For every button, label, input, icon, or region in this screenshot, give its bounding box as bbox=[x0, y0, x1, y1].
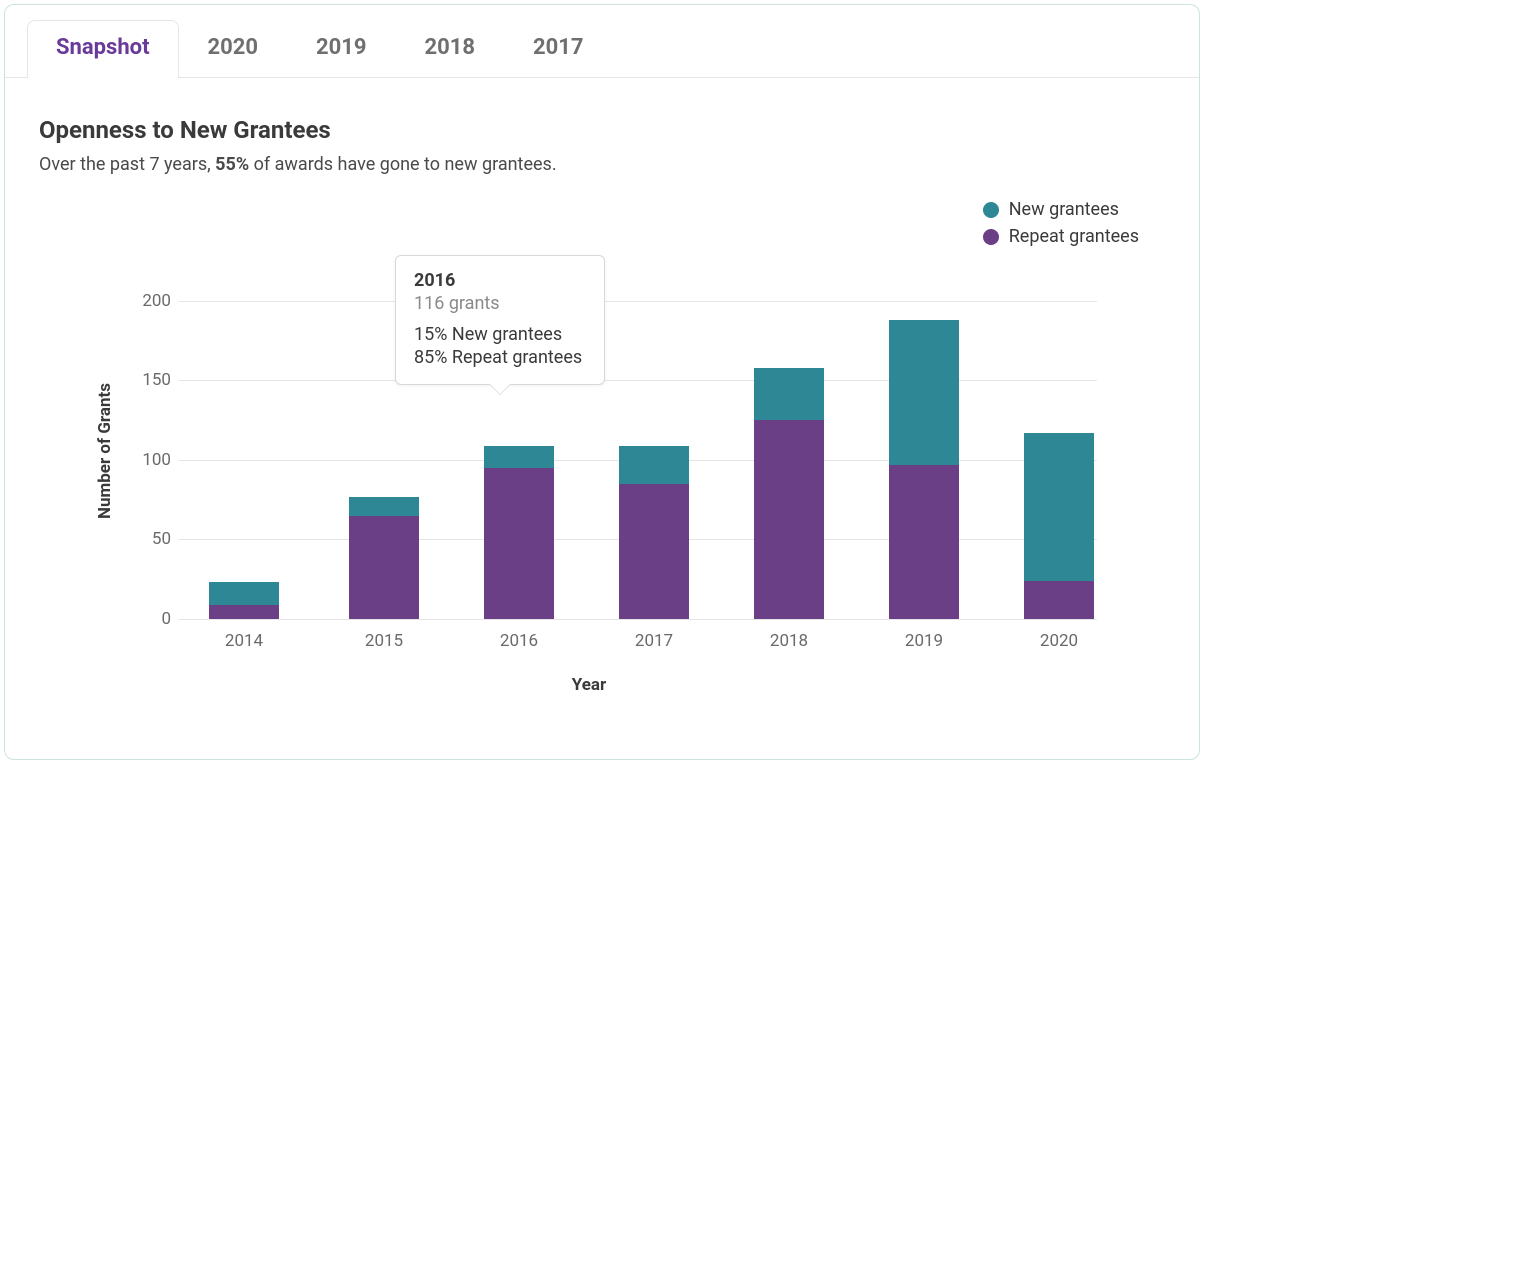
bar-segment bbox=[619, 446, 689, 484]
y-tick-label: 200 bbox=[131, 291, 171, 311]
section-title: Openness to New Grantees bbox=[39, 116, 1165, 144]
tab-2017[interactable]: 2017 bbox=[504, 20, 613, 78]
y-tick-label: 150 bbox=[131, 370, 171, 390]
x-tick-label: 2020 bbox=[1040, 631, 1078, 651]
chart: New grantees Repeat grantees Number of Gr… bbox=[39, 199, 1139, 719]
tabs: Snapshot2020201920182017 bbox=[5, 5, 1199, 78]
x-axis-label: Year bbox=[39, 675, 1139, 695]
tooltip-line: 15% New grantees bbox=[414, 324, 586, 345]
subtitle-prefix: Over the past 7 years, bbox=[39, 154, 215, 175]
bar-segment bbox=[209, 582, 279, 604]
y-tick-label: 50 bbox=[131, 529, 171, 549]
subtitle-bold: 55% bbox=[215, 154, 249, 175]
bar-segment bbox=[889, 465, 959, 619]
bar-group[interactable]: 2019 bbox=[889, 285, 959, 619]
tooltip-count: 116 grants bbox=[414, 293, 586, 314]
section-subtitle: Over the past 7 years, 55% of awards hav… bbox=[39, 154, 1165, 175]
subtitle-suffix: of awards have gone to new grantees. bbox=[249, 154, 556, 175]
x-tick-label: 2018 bbox=[770, 631, 808, 651]
bar-segment bbox=[889, 320, 959, 465]
bar-group[interactable]: 2020 bbox=[1024, 285, 1094, 619]
tooltip-line: 85% Repeat grantees bbox=[414, 347, 586, 368]
bar-group[interactable]: 2017 bbox=[619, 285, 689, 619]
gridline bbox=[179, 619, 1097, 620]
bar-segment bbox=[209, 605, 279, 619]
plot-area: 0501001502002014201520162017201820192020 bbox=[179, 285, 1097, 619]
x-tick-label: 2019 bbox=[905, 631, 943, 651]
bar-segment bbox=[619, 484, 689, 619]
bar-segment bbox=[484, 446, 554, 468]
tab-2020[interactable]: 2020 bbox=[179, 20, 288, 78]
bar-segment bbox=[1024, 433, 1094, 581]
legend-swatch bbox=[983, 202, 999, 218]
legend-item: New grantees bbox=[983, 199, 1139, 220]
x-tick-label: 2017 bbox=[635, 631, 673, 651]
y-tick-label: 100 bbox=[131, 450, 171, 470]
legend-item: Repeat grantees bbox=[983, 226, 1139, 247]
y-axis-label: Number of Grants bbox=[95, 383, 115, 519]
tooltip-year: 2016 bbox=[414, 270, 586, 291]
legend: New grantees Repeat grantees bbox=[983, 199, 1139, 253]
tab-2019[interactable]: 2019 bbox=[287, 20, 396, 78]
x-tick-label: 2016 bbox=[500, 631, 538, 651]
tab-2018[interactable]: 2018 bbox=[396, 20, 505, 78]
bar-segment bbox=[349, 497, 419, 516]
bar-segment bbox=[484, 468, 554, 619]
bar-group[interactable]: 2018 bbox=[754, 285, 824, 619]
bar-group[interactable]: 2014 bbox=[209, 285, 279, 619]
tooltip: 2016116 grants 15% New grantees85% Repeat… bbox=[395, 255, 605, 385]
legend-label: New grantees bbox=[1009, 199, 1119, 220]
card: Snapshot2020201920182017 Openness to New… bbox=[4, 4, 1200, 760]
x-tick-label: 2015 bbox=[365, 631, 403, 651]
bar-segment bbox=[754, 420, 824, 619]
bar-segment bbox=[754, 368, 824, 420]
bar-segment bbox=[349, 516, 419, 619]
tab-snapshot[interactable]: Snapshot bbox=[27, 20, 179, 78]
legend-label: Repeat grantees bbox=[1009, 226, 1139, 247]
content: Openness to New Grantees Over the past 7… bbox=[5, 78, 1199, 759]
y-tick-label: 0 bbox=[131, 609, 171, 629]
x-tick-label: 2014 bbox=[225, 631, 263, 651]
bar-segment bbox=[1024, 581, 1094, 619]
legend-swatch bbox=[983, 229, 999, 245]
